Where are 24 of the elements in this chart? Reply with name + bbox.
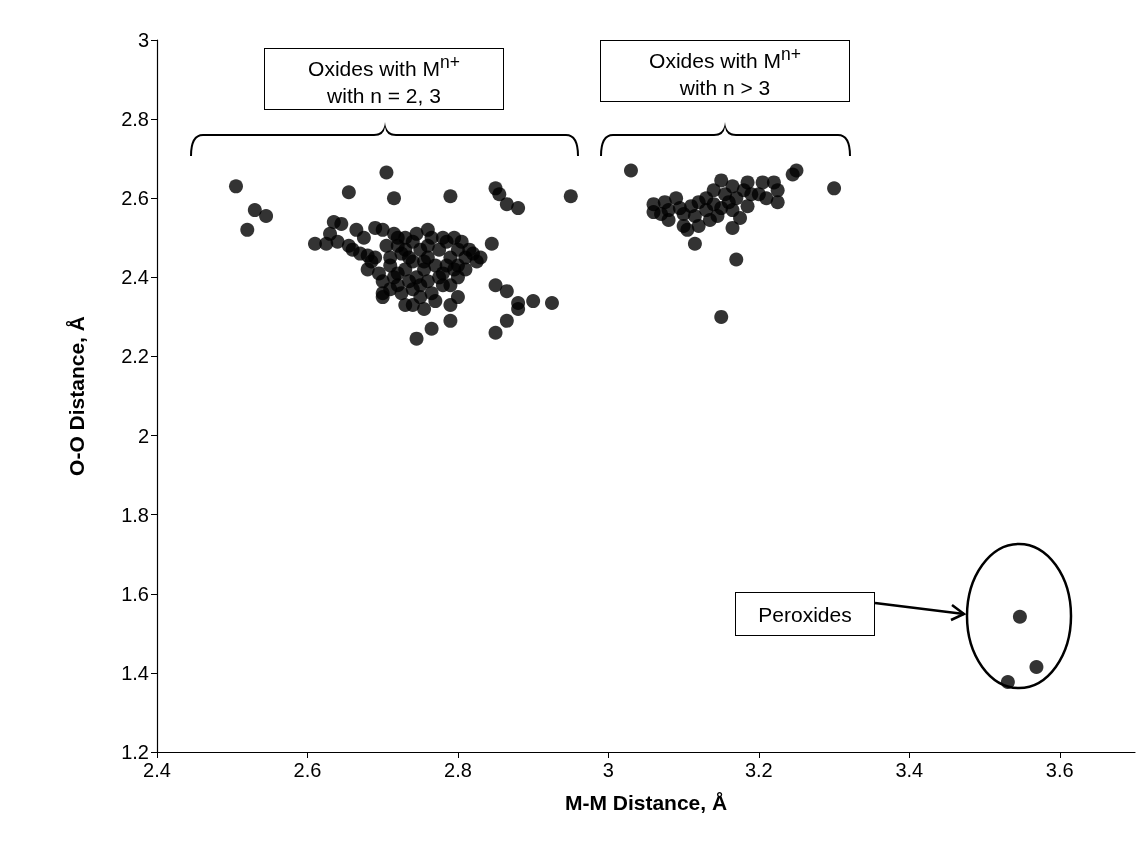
y-tick-label: 3 xyxy=(137,29,149,51)
x-tick-label: 3.6 xyxy=(1045,759,1074,781)
y-tick-label: 2.4 xyxy=(121,266,149,289)
y-tick-label: 2.6 xyxy=(121,187,149,210)
x-axis-title: M-M Distance, Å xyxy=(564,791,728,814)
annotation: Oxides with M$^{n+}$ with n = 2, 3 xyxy=(308,51,460,109)
callout-box: Oxides with M$^{n+}$ with n > 3 xyxy=(600,40,850,102)
x-tick-label: 3 xyxy=(602,759,614,781)
x-tick-label: 2.6 xyxy=(293,759,322,781)
y-tick-label: 1.8 xyxy=(121,503,149,526)
y-tick-label: 1.6 xyxy=(121,582,149,605)
x-tick-label: 3.4 xyxy=(895,759,924,781)
y-tick-label: 2.2 xyxy=(121,345,149,368)
x-tick-label: 3.2 xyxy=(744,759,773,781)
y-tick-label: 2.8 xyxy=(121,108,149,131)
annotation: Peroxides xyxy=(758,601,852,628)
x-tick-label: 2.8 xyxy=(444,759,472,781)
y-axis-title: O-O Distance, Å xyxy=(65,316,88,476)
callout-box: Peroxides xyxy=(735,592,875,636)
y-tick-label: 1.2 xyxy=(121,741,149,763)
y-tick-label: 1.4 xyxy=(121,661,149,684)
y-tick-label: 2 xyxy=(137,424,149,447)
callout-box: Oxides with M$^{n+}$ with n = 2, 3 xyxy=(264,48,504,110)
annotation: Oxides with M$^{n+}$ with n > 3 xyxy=(649,43,801,101)
